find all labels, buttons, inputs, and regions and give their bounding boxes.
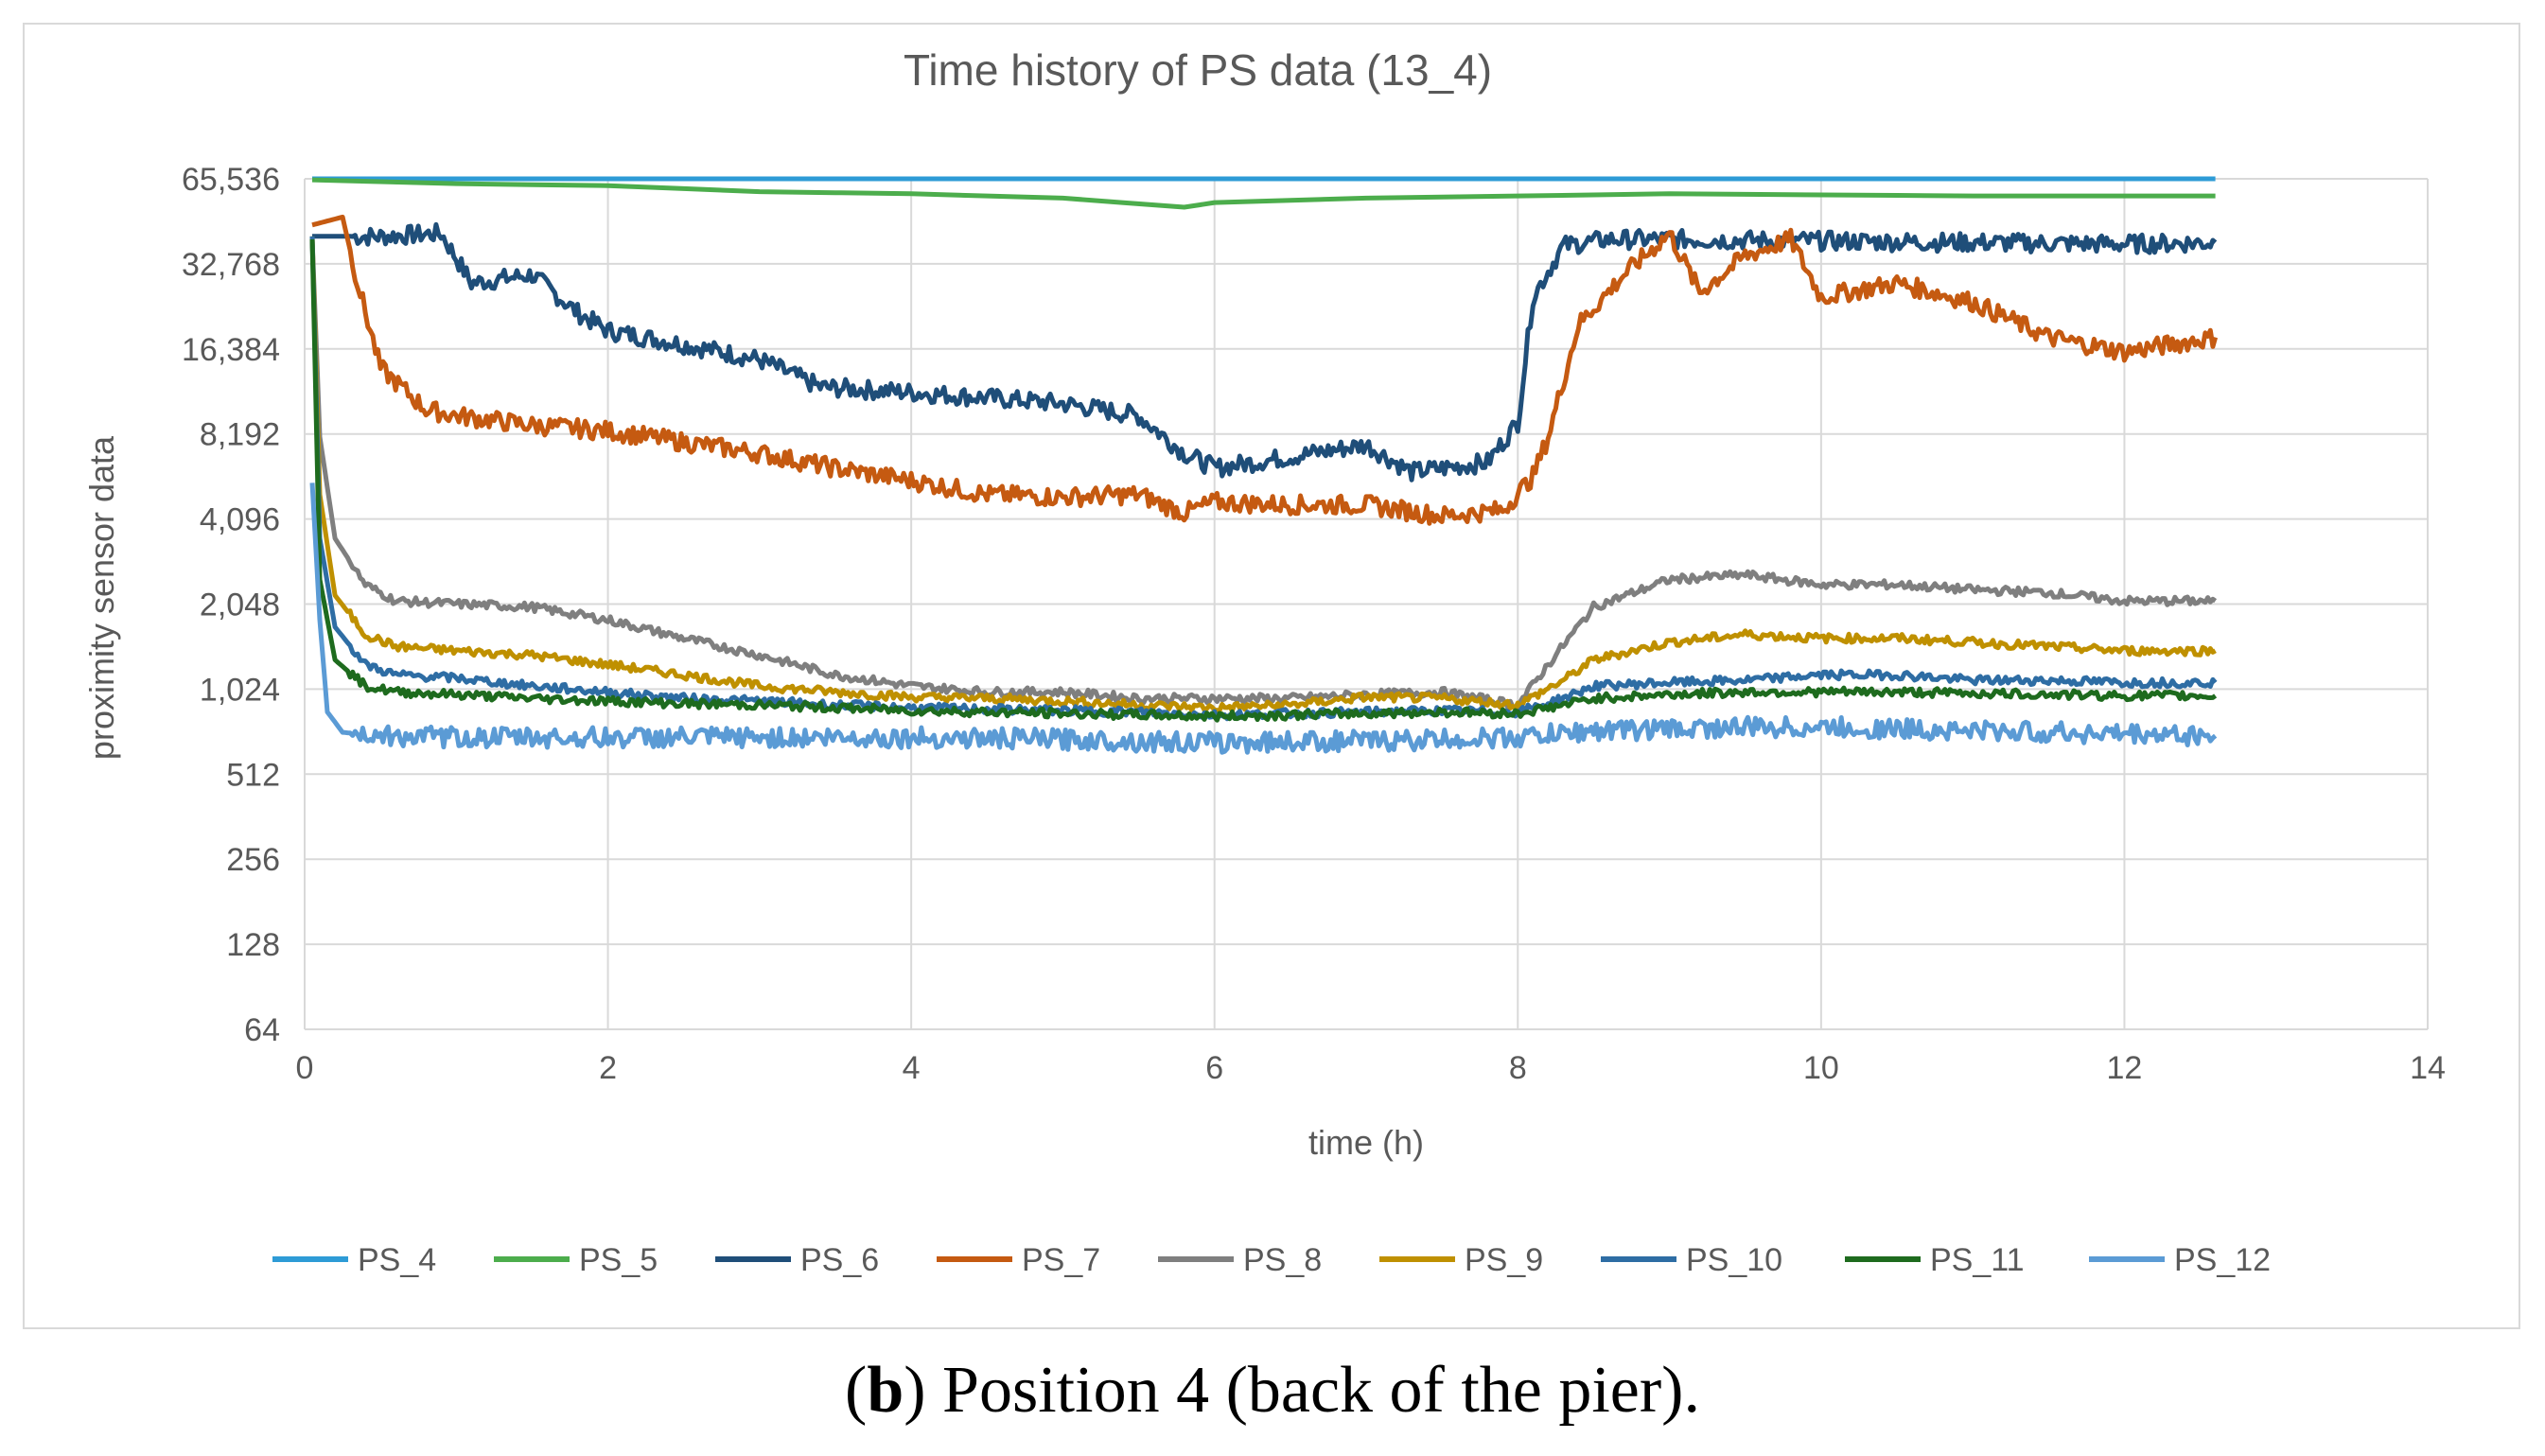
x-tick-label: 10 [1803, 1050, 1839, 1086]
x-tick-label: 14 [2410, 1050, 2446, 1086]
grid [304, 178, 2429, 1030]
legend-label: PS_8 [1243, 1242, 1322, 1278]
legend-label: PS_9 [1465, 1242, 1543, 1278]
y-tick-label: 1,024 [200, 672, 280, 708]
series-line-ps-9 [309, 236, 2217, 713]
legend-label: PS_5 [579, 1242, 658, 1278]
legend-label: PS_12 [2174, 1242, 2271, 1278]
x-tick-label: 6 [1205, 1050, 1223, 1086]
x-tick-label: 4 [903, 1050, 921, 1086]
legend-label: PS_6 [800, 1242, 879, 1278]
series-line-ps-11 [309, 238, 2218, 723]
series-line-ps-10 [309, 236, 2218, 722]
series-line-ps-8 [309, 238, 2218, 710]
series-lines [309, 176, 2219, 755]
figure-caption: (b) Position 4 (back of the pier). [845, 1354, 1700, 1427]
legend-label: PS_7 [1022, 1242, 1100, 1278]
y-tick-label: 256 [226, 842, 280, 878]
x-tick-label: 12 [2107, 1050, 2143, 1086]
legend-label: PS_11 [1930, 1242, 2025, 1278]
y-axis-ticks: 64 128 256 512 1,024 2,048 4,096 8,192 16,384 32,… [182, 162, 280, 1048]
legend-label: PS_10 [1686, 1242, 1782, 1278]
series-line-ps-6 [312, 221, 2218, 482]
y-tick-label: 4,096 [200, 502, 280, 538]
line-chart: Time history of PS data (13_4) 641282565… [82, 45, 2446, 1278]
series-line-ps-7 [311, 214, 2219, 526]
chart-frame: Time history of PS data (13_4) 64 128 256 5… [23, 23, 2520, 1329]
caption-label: b [867, 1354, 904, 1427]
x-tick-label: 0 [296, 1050, 314, 1086]
y-tick-label: 512 [226, 757, 280, 793]
legend: PS_4 PS_5 PS_6 PS_7 PS_8 PS_9 PS_10 PS_11 PS_12 [272, 1242, 2271, 1278]
series-line-ps-12 [309, 482, 2218, 755]
y-tick-label: 65,536 [182, 162, 280, 198]
x-axis-title: time (h) [1308, 1123, 1424, 1162]
y-tick-label: 8,192 [200, 417, 280, 453]
chart-title: Time history of PS data (13_4) [904, 45, 1492, 95]
y-tick-label: 32,768 [182, 247, 280, 283]
y-axis-title: proximity sensor data [82, 435, 121, 760]
caption-text: ) Position 4 (back of the pier). [904, 1354, 1700, 1427]
y-tick-label: 2,048 [200, 588, 280, 623]
x-tick-label: 2 [599, 1050, 617, 1086]
y-tick-label: 64 [244, 1012, 280, 1048]
series-line-ps-5 [311, 177, 2216, 210]
legend-label: PS_4 [358, 1242, 436, 1278]
x-tick-label: 8 [1509, 1050, 1527, 1086]
y-tick-label: 16,384 [182, 332, 280, 368]
x-axis-ticks: 0 2 4 6 8 10 12 14 [296, 1050, 2446, 1086]
y-tick-label: 128 [226, 927, 280, 963]
